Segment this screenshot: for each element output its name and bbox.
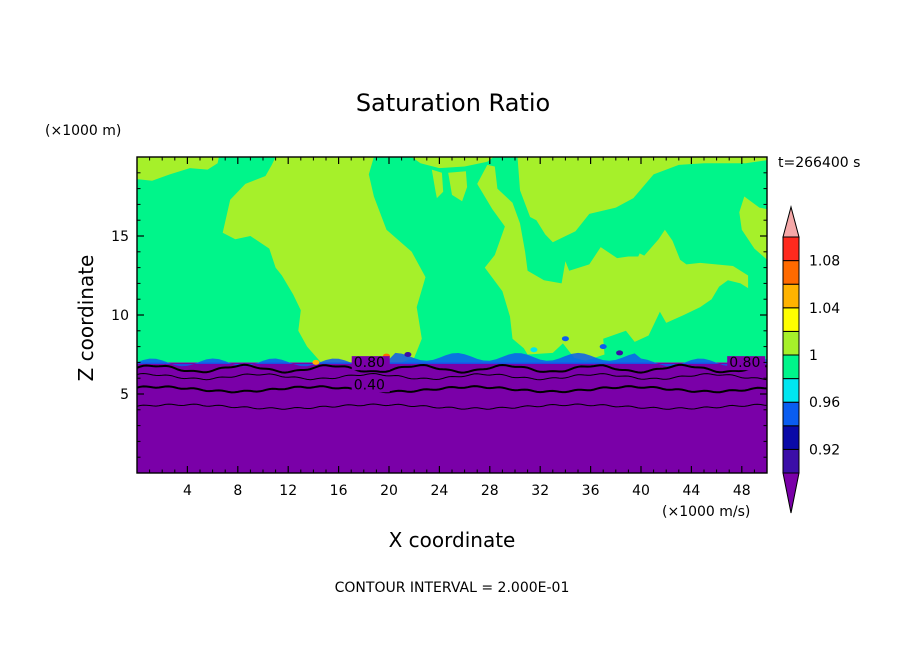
time-label: t=266400 s (778, 155, 860, 171)
contour-label-bg (727, 356, 766, 371)
colorbar-swatch (782, 425, 800, 450)
y-axis-label: Z coordinate (74, 255, 98, 382)
colorbar-swatch (782, 260, 800, 285)
colorbar-swatch (782, 236, 800, 262)
x-tick-label: 32 (531, 483, 549, 499)
transition-band (137, 352, 767, 367)
x-tick-label: 28 (481, 483, 499, 499)
colorbar-swatch (782, 307, 800, 332)
x-tick-label: 8 (233, 483, 242, 499)
x-tick-label: 16 (330, 483, 348, 499)
supersaturated-region (137, 157, 219, 181)
x-axis: 4 8 12 16 20 24 28 32 36 40 44 48 (149, 157, 755, 499)
x-tick-label: 24 (430, 483, 448, 499)
supersaturated-region (448, 171, 468, 202)
colorbar-swatch (782, 330, 800, 356)
colorbar-swatch (782, 401, 800, 427)
plot-area: 0.80 0.40 0.80 (136, 156, 768, 474)
colorbar-label: 0.96 (809, 395, 840, 411)
contour-label: 0.80 (354, 355, 385, 371)
x-tick-label: 40 (632, 483, 650, 499)
supersaturated-region (567, 210, 582, 227)
contour-label: 0.80 (729, 355, 760, 371)
supersaturated-region (411, 157, 494, 169)
y-tick-label: 5 (120, 387, 129, 403)
value-spot (616, 350, 624, 356)
lower-dry-layer (137, 362, 767, 473)
contour-label: 0.40 (354, 377, 385, 393)
x-tick-label: 44 (682, 483, 700, 499)
x-tick-label: 4 (183, 483, 192, 499)
colorbar-label: 0.92 (809, 442, 840, 458)
x-tick-label: 36 (582, 483, 600, 499)
value-spot (599, 344, 607, 350)
contour-line (137, 385, 767, 394)
colorbar-swatch (782, 354, 800, 380)
supersaturated-region (739, 196, 767, 260)
value-spot (404, 352, 412, 357)
colorbar-label: 1.08 (809, 254, 840, 270)
colorbar-swatch (782, 283, 800, 309)
colorbar: 0.92 0.96 1 1.04 1.08 (782, 205, 840, 514)
y-axis: 5 10 15 (111, 172, 767, 458)
colorbar-under-triangle (782, 472, 800, 514)
supersaturated-region (517, 157, 767, 243)
chart-title: Saturation Ratio (356, 89, 550, 117)
colorbar-swatch (782, 448, 800, 474)
supersaturated-region (431, 169, 444, 199)
y-tick-label: 15 (111, 229, 129, 245)
supersaturated-region (636, 253, 646, 268)
value-spot (530, 347, 538, 353)
contour-label-bg (351, 378, 390, 393)
value-spot (312, 359, 320, 365)
supersaturated-region (222, 157, 426, 363)
y-tick-label: 10 (111, 308, 129, 324)
value-spot (561, 336, 569, 342)
x-tick-label: 12 (279, 483, 297, 499)
x-tick-label: 20 (380, 483, 398, 499)
colorbar-label: 1 (809, 348, 818, 364)
x-tick-label: 48 (733, 483, 751, 499)
contour-line (137, 372, 767, 381)
y-axis-unit: (×1000 m) (45, 123, 121, 139)
contour-line (137, 363, 767, 374)
colorbar-swatch (782, 378, 800, 403)
colorbar-over-triangle (782, 205, 800, 238)
contour-interval-note: CONTOUR INTERVAL = 2.000E-01 (335, 580, 570, 596)
contour-label-bg (351, 356, 390, 371)
supersaturated-region (477, 164, 749, 361)
colorbar-label: 1.04 (809, 301, 840, 317)
x-axis-unit: (×1000 m/s) (662, 504, 750, 520)
x-axis-label: X coordinate (389, 528, 516, 552)
contour-line (137, 403, 767, 410)
